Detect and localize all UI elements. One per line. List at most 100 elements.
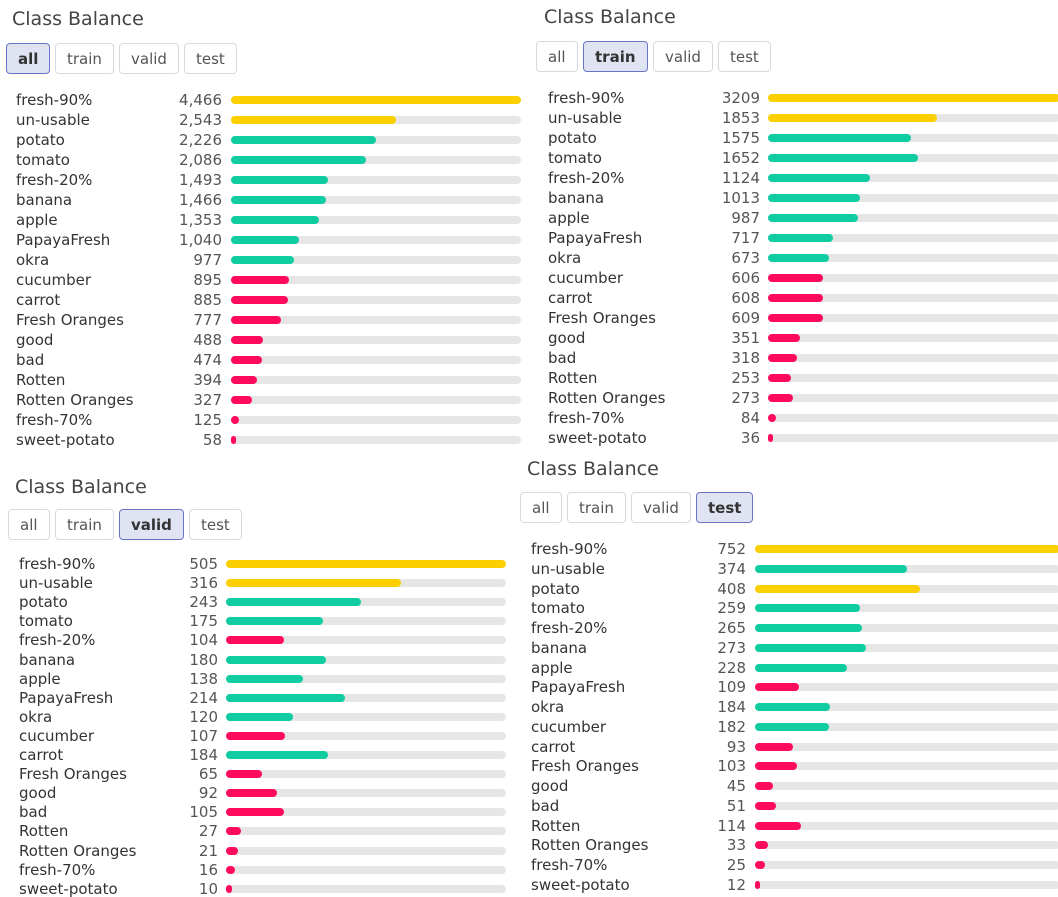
bar-track [226, 751, 506, 759]
tab-button[interactable]: all [6, 43, 51, 74]
count-label: 175 [189, 612, 218, 631]
bar-track [226, 655, 506, 664]
count-label: 33 [726, 836, 746, 855]
bar-track [226, 884, 506, 893]
count-label: 184 [189, 746, 218, 764]
bar-track [226, 731, 506, 740]
panel-title: Class Balance [544, 6, 676, 28]
class-label: banana [19, 650, 76, 669]
count-label: 184 [717, 698, 746, 716]
count-label: 25 [726, 856, 746, 874]
class-label: apple [19, 669, 61, 688]
tab-button[interactable]: train [55, 43, 114, 74]
tab-button[interactable]: test [696, 492, 754, 523]
count-label: 1,466 [179, 191, 222, 209]
tab-button[interactable]: all [520, 492, 562, 523]
tab-button[interactable]: valid [653, 41, 713, 72]
class-label: PapayaFresh [16, 231, 111, 249]
class-label: carrot [19, 746, 64, 764]
tab-button[interactable]: test [184, 43, 237, 74]
count-label: 273 [717, 638, 746, 657]
bar-track [768, 294, 1058, 302]
tab-button[interactable]: all [8, 509, 50, 540]
bar [768, 394, 793, 402]
bar [755, 841, 769, 850]
count-label: 505 [189, 555, 218, 573]
bar [768, 314, 824, 322]
class-label: okra [16, 251, 50, 269]
count-label: 12 [726, 875, 746, 894]
bar-track [231, 176, 521, 184]
bar-track [755, 703, 1058, 711]
bar [226, 808, 285, 817]
tab-button[interactable]: train [583, 41, 648, 72]
bar [768, 214, 858, 222]
class-label: Rotten [531, 816, 581, 835]
class-label: apple [548, 209, 590, 227]
bar-track [226, 636, 506, 645]
count-label: 36 [740, 429, 760, 447]
class-label: fresh-20% [548, 169, 625, 187]
class-label: Fresh Oranges [19, 765, 127, 784]
class-label: okra [531, 698, 565, 716]
count-label: 58 [202, 431, 222, 449]
class-label: tomato [16, 151, 70, 169]
bar-track [755, 762, 1058, 771]
count-label: 318 [731, 349, 760, 367]
class-label: carrot [531, 737, 576, 756]
bar [768, 334, 800, 342]
bar [226, 693, 345, 702]
bar-track [768, 394, 1058, 402]
panel-title: Class Balance [15, 476, 147, 498]
bar-track [231, 356, 521, 364]
tab-button[interactable]: test [189, 509, 242, 540]
bar-track [768, 254, 1058, 262]
tab-button[interactable]: valid [119, 43, 179, 74]
bar [755, 663, 848, 672]
class-label: okra [548, 249, 582, 267]
class-label: un-usable [16, 111, 90, 129]
tab-button[interactable]: train [567, 492, 626, 523]
tab-button[interactable]: all [536, 41, 578, 72]
class-label: cucumber [531, 717, 607, 736]
bar [768, 414, 776, 422]
count-label: 104 [189, 631, 218, 650]
class-label: bad [548, 349, 577, 367]
bar [755, 545, 1058, 553]
bar [755, 624, 863, 632]
bar-track [226, 789, 506, 798]
count-label: 45 [726, 777, 746, 795]
bar-track [226, 712, 506, 721]
count-label: 1853 [721, 109, 760, 127]
count-label: 408 [717, 579, 746, 598]
bar [226, 560, 506, 568]
tab-button[interactable]: valid [631, 492, 691, 523]
bar-track [231, 276, 521, 284]
bar [755, 683, 800, 692]
bar [755, 880, 760, 889]
class-label: potato [19, 593, 68, 612]
class-label: Rotten [16, 371, 66, 389]
count-label: 107 [189, 726, 218, 745]
tab-button[interactable]: train [55, 509, 114, 540]
bar-track [755, 782, 1058, 790]
tab-button[interactable]: valid [119, 509, 184, 540]
count-label: 1,353 [179, 211, 222, 229]
bar-track [755, 663, 1058, 672]
class-label: good [548, 329, 586, 347]
count-label: 2,226 [179, 131, 222, 149]
class-label: Rotten Oranges [531, 836, 649, 855]
tab-button[interactable]: test [718, 41, 771, 72]
bar [226, 617, 324, 626]
class-label: Fresh Oranges [531, 757, 639, 776]
class-label: sweet-potato [16, 431, 115, 449]
count-label: 885 [193, 291, 222, 309]
bar [231, 396, 253, 404]
count-label: 752 [717, 540, 746, 558]
bar [226, 827, 241, 836]
bar-track [755, 683, 1058, 692]
count-label: 182 [717, 717, 746, 736]
count-label: 987 [731, 209, 760, 227]
count-label: 228 [717, 658, 746, 677]
